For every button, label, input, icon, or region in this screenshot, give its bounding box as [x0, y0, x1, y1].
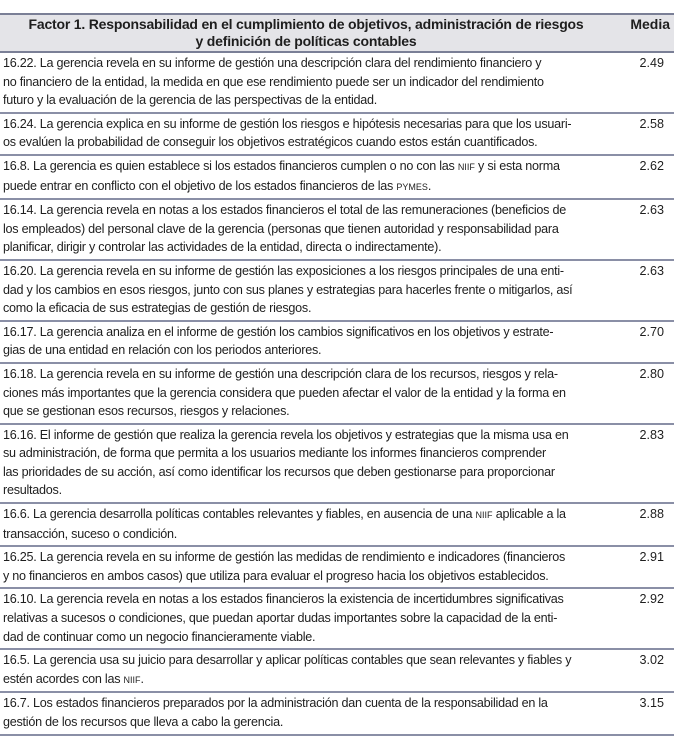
description-line: 16.18. La gerencia revela en su informe …	[3, 366, 558, 381]
description-line: resultados.	[3, 483, 62, 498]
description-line: 16.16. El informe de gestión que realiza…	[3, 427, 569, 442]
item-description: 16.17. La gerencia analiza en el informe…	[0, 323, 615, 360]
factor-title: Factor 1. Responsabilidad en el cumplimi…	[0, 15, 612, 51]
media-column-header: Media	[630, 16, 670, 32]
media-value: 2.49	[639, 56, 664, 70]
item-description: 16.8. La gerencia es quien establece si …	[0, 157, 615, 196]
description-line: dad de continuar como un negocio financi…	[3, 629, 316, 644]
table-row: 16.6. La gerencia desarrolla políticas c…	[0, 504, 674, 548]
description-line: os evalúen la probabilidad de conseguir …	[3, 135, 538, 150]
description-line: 16.7. Los estados financieros preparados…	[3, 696, 548, 711]
description-line: dad y los cambios en esos riesgos, junto…	[3, 282, 573, 297]
item-description: 16.10. La gerencia revela en notas a los…	[0, 590, 615, 646]
description-line: los empleados) del personal clave de la …	[3, 221, 559, 236]
acronym: NIIF	[123, 674, 141, 685]
media-value: 2.58	[639, 116, 664, 131]
item-description: 16.24. La gerencia explica en su informe…	[0, 115, 615, 152]
description-line: 16.6. La gerencia desarrolla políticas c…	[3, 507, 566, 522]
item-description: 16.16. El informe de gestión que realiza…	[0, 426, 615, 500]
description-line: 16.5. La gerencia usa su juicio para des…	[3, 653, 572, 668]
table-row: 16.8. La gerencia es quien establece si …	[0, 156, 674, 201]
table-row: 16.7. Los estados financieros preparados…	[0, 693, 674, 736]
table-row: 16.20. La gerencia revela en su informe …	[0, 261, 674, 322]
media-value: 3.02	[639, 653, 664, 668]
table-row: 16.25. La gerencia revela en su informe …	[0, 547, 674, 590]
media-value: 2.92	[639, 592, 664, 607]
description-line: ciones más importantes que la gerencia c…	[3, 385, 566, 400]
media-value: 2.91	[639, 550, 664, 565]
item-description: 16.7. Los estados financieros preparados…	[0, 694, 615, 731]
acronym: NIIF	[475, 510, 493, 521]
table-row: 16.14. La gerencia revela en notas a los…	[0, 200, 674, 261]
table-row: 16.16. El informe de gestión que realiza…	[0, 425, 674, 505]
item-description: 16.22. La gerencia revela en su informe …	[0, 54, 615, 110]
description-line: 16.22. La gerencia revela en su informe …	[3, 56, 542, 70]
description-line: gestión de los recursos que lleva a cabo…	[3, 715, 284, 729]
media-value: 2.88	[639, 507, 664, 522]
description-line: 16.8. La gerencia es quien establece si …	[3, 158, 560, 173]
media-value: 2.62	[639, 158, 664, 173]
description-line: las prioridades de su acción, así como i…	[3, 464, 555, 479]
media-value: 2.63	[639, 263, 664, 278]
table-row: 16.10. La gerencia revela en notas a los…	[0, 589, 674, 651]
item-description: 16.14. La gerencia revela en notas a los…	[0, 201, 615, 257]
factor-title-line: y definición de políticas contables	[195, 33, 417, 49]
description-line: relativas a sucesos o condiciones, que p…	[3, 611, 558, 626]
description-line: 16.24. La gerencia explica en su informe…	[3, 116, 572, 131]
table-header: Factor 1. Responsabilidad en el cumplimi…	[0, 13, 674, 53]
media-value: 3.15	[639, 696, 664, 711]
factor-table: Factor 1. Responsabilidad en el cumplimi…	[0, 13, 674, 736]
description-line: gias de una entidad en relación con los …	[3, 343, 322, 358]
table-body: 16.22. La gerencia revela en su informe …	[0, 53, 674, 736]
table-row: 16.22. La gerencia revela en su informe …	[0, 53, 674, 114]
description-line: planificar, dirigir y controlar las acti…	[3, 240, 442, 255]
acronym: PYMES	[396, 181, 428, 192]
description-line: puede entrar en conflicto con el objetiv…	[3, 178, 432, 193]
item-description: 16.25. La gerencia revela en su informe …	[0, 548, 615, 585]
description-line: su administración, de forma que permita …	[3, 446, 546, 461]
table-row: 16.17. La gerencia analiza en el informe…	[0, 322, 674, 364]
description-line: 16.14. La gerencia revela en notas a los…	[3, 203, 566, 218]
media-value: 2.80	[639, 366, 664, 381]
description-line: como la eficacia de sus estrategias de g…	[3, 301, 312, 316]
description-line: transacción, suceso o condición.	[3, 526, 178, 541]
description-line: que se gestionan esos recursos, riesgos …	[3, 404, 290, 419]
description-line: 16.17. La gerencia analiza en el informe…	[3, 324, 554, 339]
item-description: 16.20. La gerencia revela en su informe …	[0, 262, 615, 318]
item-description: 16.6. La gerencia desarrolla políticas c…	[0, 505, 615, 543]
factor-title-line: Factor 1. Responsabilidad en el cumplimi…	[28, 16, 584, 32]
table-row: 16.5. La gerencia usa su juicio para des…	[0, 650, 674, 694]
description-line: futuro y la evaluación de la gerencia de…	[3, 93, 378, 108]
description-line: 16.25. La gerencia revela en su informe …	[3, 550, 566, 565]
item-description: 16.18. La gerencia revela en su informe …	[0, 365, 615, 421]
description-line: estén acordes con las NIIF.	[3, 671, 144, 686]
description-line: no financiero de la entidad, la medida e…	[3, 74, 544, 89]
description-line: 16.20. La gerencia revela en su informe …	[3, 263, 564, 278]
media-value: 2.63	[639, 203, 664, 218]
table-row: 16.18. La gerencia revela en su informe …	[0, 364, 674, 425]
media-value: 2.83	[639, 427, 664, 442]
media-value: 2.70	[639, 324, 664, 339]
table-row: 16.24. La gerencia explica en su informe…	[0, 114, 674, 156]
item-description: 16.5. La gerencia usa su juicio para des…	[0, 651, 615, 689]
description-line: 16.10. La gerencia revela en notas a los…	[3, 592, 564, 607]
description-line: y no financieros en ambos casos) que uti…	[3, 568, 549, 583]
acronym: NIIF	[457, 161, 475, 172]
